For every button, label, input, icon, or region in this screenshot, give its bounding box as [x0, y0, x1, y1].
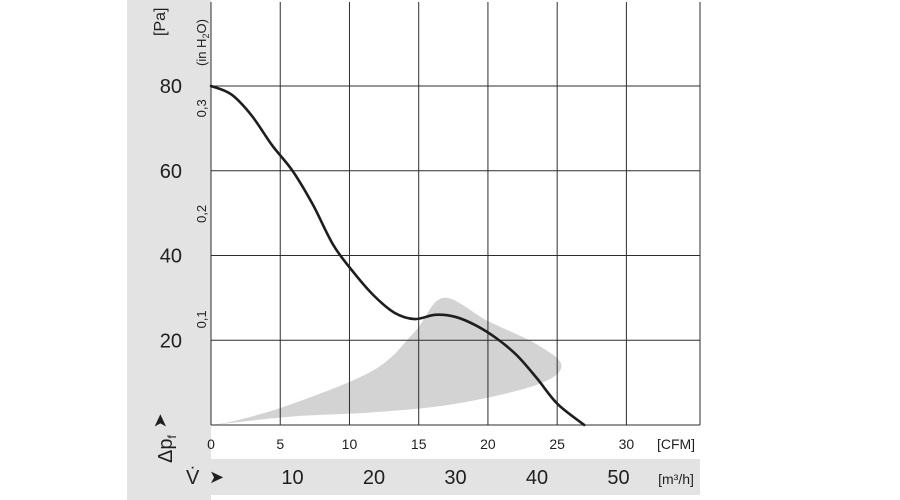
flow-axis-unit: [m³/h]: [658, 471, 694, 487]
pressure-axis-ticks: 20 40 60 80: [160, 76, 182, 352]
h2o-tick-label: 0,3: [194, 99, 209, 117]
pressure-tick-label: 80: [160, 76, 182, 98]
flow-axis-ticks: 10 20 30 40 50: [281, 467, 629, 489]
curve-layer: [209, 84, 586, 427]
cfm-tick-label: 5: [276, 436, 284, 452]
operating-range-area: [208, 297, 562, 426]
cfm-axis-ticks: 0 5 10 15 20 25 30: [207, 436, 634, 452]
h2o-axis-ticks: 0,1 0,2 0,3: [194, 99, 209, 328]
h2o-axis: (in H2O) 0,1 0,2 0,3: [194, 19, 211, 328]
pressure-tick-label: 20: [160, 330, 182, 352]
flow-tick-label: 10: [281, 467, 303, 489]
h2o-tick-label: 0,1: [194, 310, 209, 328]
pressure-tick-label: 60: [160, 161, 182, 183]
left-axis-band: [127, 0, 211, 500]
flow-axis-arrow: ➤: [209, 467, 224, 487]
cfm-tick-label: 30: [619, 436, 635, 452]
flow-tick-label: 50: [607, 467, 629, 489]
h2o-axis-unit: (in H2O): [194, 19, 211, 66]
operating-range-layer: [208, 297, 562, 426]
cfm-axis-unit: [CFM]: [657, 436, 695, 452]
pressure-tick-label: 40: [160, 246, 182, 268]
cfm-tick-label: 10: [342, 436, 358, 452]
pressure-axis-arrow: ➤: [150, 413, 170, 428]
plot-area: [208, 2, 701, 427]
cfm-tick-label: 15: [411, 436, 427, 452]
flow-axis: V̇ ➤ 10 20 30 40 50 [m³/h]: [186, 467, 694, 489]
flow-tick-label: 30: [444, 467, 466, 489]
flow-tick-label: 40: [526, 467, 548, 489]
pressure-subscript: f: [165, 435, 179, 439]
pressure-axis: [Pa] 20 40 60 80 Δpf ➤: [150, 8, 182, 463]
h2o-unit-suffix: O): [194, 19, 209, 33]
cfm-tick-label: 20: [480, 436, 496, 452]
flow-axis-symbol: V̇: [186, 467, 200, 489]
cfm-tick-label: 0: [207, 436, 215, 452]
pressure-axis-symbol: Δpf: [155, 435, 179, 463]
h2o-tick-label: 0,2: [194, 205, 209, 223]
characteristic-curve: [209, 84, 586, 427]
cfm-tick-label: 25: [549, 436, 565, 452]
pressure-symbol: Δp: [155, 439, 177, 463]
h2o-unit-prefix: (in H: [194, 39, 209, 66]
cfm-axis: 0 5 10 15 20 25 30 [CFM]: [207, 436, 695, 452]
flow-tick-label: 20: [363, 467, 385, 489]
bottom-axis-band: [127, 459, 700, 495]
pressure-axis-unit: [Pa]: [152, 8, 169, 36]
grid: [210, 2, 701, 426]
h2o-unit-sub: 2: [201, 34, 211, 39]
